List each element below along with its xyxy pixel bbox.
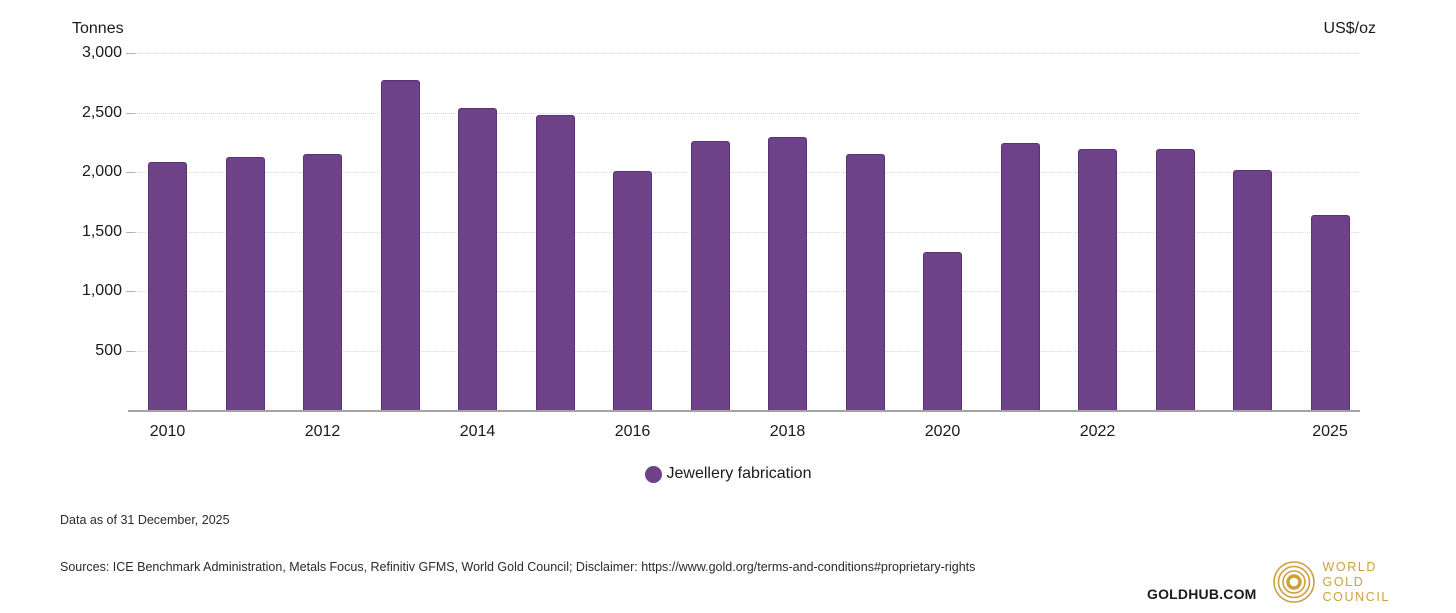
y-tick-label-2000: 2,000 — [81, 163, 122, 180]
gridline-1000 — [128, 291, 1360, 292]
sources-disclaimer: Sources: ICE Benchmark Administration, M… — [60, 560, 976, 574]
gridline-2500 — [128, 112, 1360, 114]
bar-2012[interactable] — [303, 154, 342, 410]
legend-swatch-icon — [644, 465, 662, 483]
bar-2024[interactable] — [1233, 170, 1272, 410]
gridline-2000 — [128, 172, 1360, 173]
bar-2019[interactable] — [845, 154, 885, 410]
y-axis-tick — [126, 291, 135, 292]
wgc-wordmark-line: GOLD — [1322, 574, 1365, 589]
legend-label: Jewellery fabrication — [666, 465, 812, 482]
x-tick-label-2025: 2025 — [1312, 423, 1348, 440]
gridline-3000 — [128, 53, 1360, 54]
gridline-1500 — [128, 231, 1360, 233]
x-tick-label-2022: 2022 — [1079, 423, 1116, 440]
x-tick-label-2016: 2016 — [614, 423, 651, 440]
y-tick-label-3000: 3,000 — [81, 44, 122, 61]
bar-2023[interactable] — [1155, 149, 1195, 410]
bar-2014[interactable] — [458, 108, 497, 410]
y-axis-tick — [126, 112, 135, 114]
bar-2022[interactable] — [1078, 149, 1117, 410]
branding: GOLDHUB.COM WORLD GOLD COUNCIL — [1147, 559, 1390, 605]
bar-2013[interactable] — [380, 80, 420, 410]
gridline-500 — [128, 350, 1360, 352]
right-axis-unit-label: US$/oz — [1323, 20, 1376, 37]
x-tick-label-2014: 2014 — [459, 423, 496, 440]
y-tick-label-1000: 1,000 — [81, 282, 122, 299]
left-axis-unit-label: Tonnes — [72, 20, 124, 37]
x-tick-label-2020: 2020 — [924, 423, 961, 440]
bar-2017[interactable] — [690, 141, 730, 410]
legend[interactable]: Jewellery fabrication — [0, 465, 1456, 483]
y-axis-tick — [126, 172, 135, 173]
x-tick-label-2018: 2018 — [769, 423, 806, 440]
bar-2025[interactable] — [1310, 215, 1350, 410]
plot-area — [126, 53, 1360, 412]
bar-2011[interactable] — [225, 157, 265, 410]
y-axis-tick — [126, 53, 135, 54]
y-tick-label-1500: 1,500 — [81, 222, 122, 240]
x-axis-line — [128, 410, 1360, 412]
y-tick-label-500: 500 — [95, 341, 122, 359]
y-tick-label-2500: 2,500 — [81, 103, 122, 121]
data-as-of-note: Data as of 31 December, 2025 — [60, 513, 230, 527]
wgc-wordmark-line: WORLD — [1322, 559, 1378, 574]
x-tick-label-2010: 2010 — [149, 423, 186, 440]
x-tick-label-2012: 2012 — [304, 423, 341, 440]
wgc-rings-icon — [1272, 561, 1315, 603]
y-axis-tick — [126, 350, 135, 352]
bar-2010[interactable] — [148, 162, 187, 410]
bar-2018[interactable] — [768, 137, 807, 410]
bar-2016[interactable] — [613, 171, 652, 410]
bar-2015[interactable] — [535, 115, 575, 410]
goldhub-wordmark: GOLDHUB.COM — [1147, 586, 1257, 602]
bar-2021[interactable] — [1000, 143, 1040, 410]
y-axis-tick — [126, 231, 135, 233]
wgc-wordmark-line: COUNCIL — [1322, 589, 1390, 604]
world-gold-council-logo: WORLD GOLD COUNCIL — [1271, 559, 1390, 605]
bar-2020[interactable] — [923, 252, 962, 410]
wgc-wordmark: WORLD GOLD COUNCIL — [1323, 560, 1390, 605]
